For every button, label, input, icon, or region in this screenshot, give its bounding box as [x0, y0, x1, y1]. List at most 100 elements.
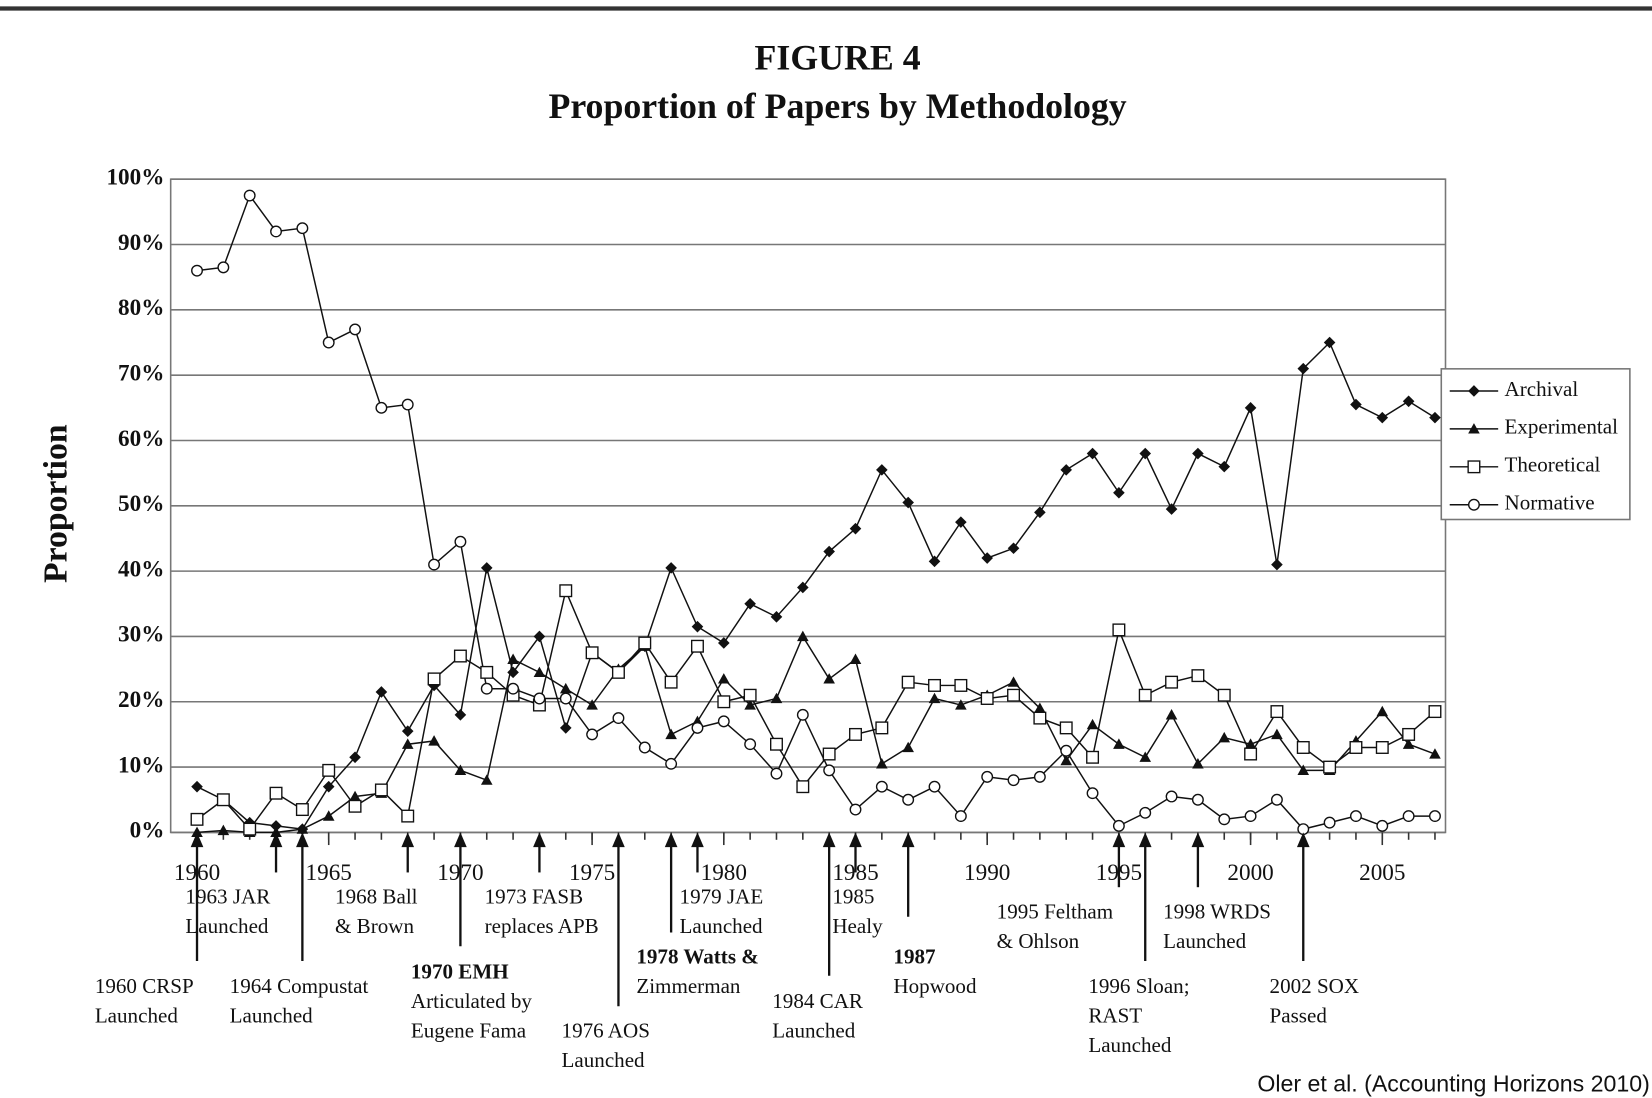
- marker: [1192, 447, 1204, 460]
- arrow-head: [1191, 832, 1205, 848]
- marker: [322, 763, 336, 777]
- marker: [1192, 758, 1204, 769]
- marker: [1007, 676, 1020, 687]
- marker: [796, 708, 809, 721]
- marker: [849, 803, 862, 816]
- marker: [295, 803, 309, 817]
- marker: [796, 780, 810, 794]
- marker: [1139, 447, 1152, 460]
- marker: [427, 672, 441, 686]
- marker: [1402, 395, 1415, 408]
- marker: [875, 721, 889, 735]
- marker: [638, 636, 652, 650]
- marker: [1349, 810, 1362, 823]
- marker: [638, 741, 651, 754]
- marker: [191, 780, 203, 793]
- marker: [954, 678, 968, 692]
- marker: [296, 222, 309, 235]
- marker: [1323, 760, 1337, 774]
- marker: [428, 558, 441, 571]
- annotation-text: Launched: [1163, 929, 1247, 953]
- marker: [1059, 721, 1073, 735]
- marker: [665, 562, 677, 574]
- marker: [322, 336, 335, 349]
- marker: [480, 774, 493, 785]
- marker: [1112, 819, 1125, 832]
- marker: [664, 675, 678, 689]
- marker: [744, 699, 756, 710]
- marker: [1033, 711, 1047, 725]
- annotation-text: Passed: [1270, 1004, 1328, 1028]
- marker: [270, 826, 282, 838]
- arrow-head: [1112, 832, 1126, 848]
- source-note: Oler et al. (Accounting Horizons 2010): [1257, 1070, 1650, 1096]
- arrow-head: [1296, 832, 1310, 848]
- marker: [928, 692, 941, 704]
- marker: [216, 793, 230, 807]
- x-tick-label: 2000: [1227, 860, 1273, 886]
- marker: [902, 741, 914, 753]
- x-tick-label: 1980: [701, 860, 747, 886]
- marker: [1112, 623, 1126, 637]
- annotation-text: 1987: [893, 945, 936, 969]
- marker: [849, 727, 862, 741]
- annotation-text: 1998 WRDS: [1163, 899, 1271, 923]
- marker: [243, 822, 257, 836]
- arrow-head: [664, 832, 678, 848]
- marker: [955, 699, 967, 710]
- marker: [1218, 813, 1231, 826]
- arrow-head: [1138, 832, 1152, 848]
- annotation-text: 1985: [832, 885, 874, 909]
- arrow-head: [533, 832, 546, 848]
- y-tick-label: 90%: [118, 230, 164, 256]
- marker: [849, 653, 862, 664]
- marker: [1402, 810, 1415, 823]
- marker: [1402, 727, 1416, 741]
- marker: [454, 535, 467, 548]
- x-tick-label: 1975: [569, 860, 615, 886]
- marker: [876, 758, 888, 769]
- series-line: [196, 193, 1435, 830]
- marker: [1034, 506, 1046, 519]
- marker: [1086, 718, 1099, 730]
- y-axis-label: Proportion: [38, 424, 75, 583]
- marker: [1296, 741, 1310, 754]
- marker: [1165, 675, 1179, 689]
- marker: [902, 793, 915, 806]
- annotation-text: 1995 Feltham: [997, 899, 1114, 923]
- marker: [1350, 398, 1362, 411]
- marker: [902, 496, 914, 509]
- legend-label: Normative: [1505, 491, 1595, 515]
- marker: [665, 757, 678, 770]
- annotation-text: RAST: [1088, 1004, 1142, 1028]
- marker: [691, 620, 704, 633]
- marker: [585, 646, 599, 660]
- marker: [981, 770, 994, 783]
- marker: [374, 783, 388, 797]
- marker: [980, 692, 994, 705]
- marker: [559, 722, 572, 734]
- legend-label: Experimental: [1505, 415, 1619, 439]
- marker: [559, 692, 572, 705]
- annotation-text: & Brown: [335, 914, 414, 938]
- marker: [955, 516, 967, 528]
- marker: [822, 747, 836, 761]
- marker: [718, 673, 730, 684]
- annotation-text: 1970 EMH: [411, 959, 509, 983]
- marker: [1244, 738, 1257, 749]
- legend-marker: [1467, 460, 1481, 474]
- marker: [507, 653, 519, 664]
- annotation-text: Launched: [562, 1048, 646, 1072]
- marker: [1323, 816, 1336, 829]
- arrow-head: [296, 832, 309, 848]
- marker: [1376, 819, 1389, 832]
- marker: [981, 552, 993, 564]
- marker: [611, 665, 625, 679]
- legend-marker: [1467, 498, 1480, 511]
- marker: [217, 824, 230, 836]
- annotation-text: 1978 Watts &: [636, 945, 758, 969]
- y-tick-label: 40%: [118, 556, 164, 582]
- marker: [744, 597, 756, 610]
- annotation-text: 2002 SOX: [1270, 974, 1360, 998]
- marker: [1034, 702, 1046, 713]
